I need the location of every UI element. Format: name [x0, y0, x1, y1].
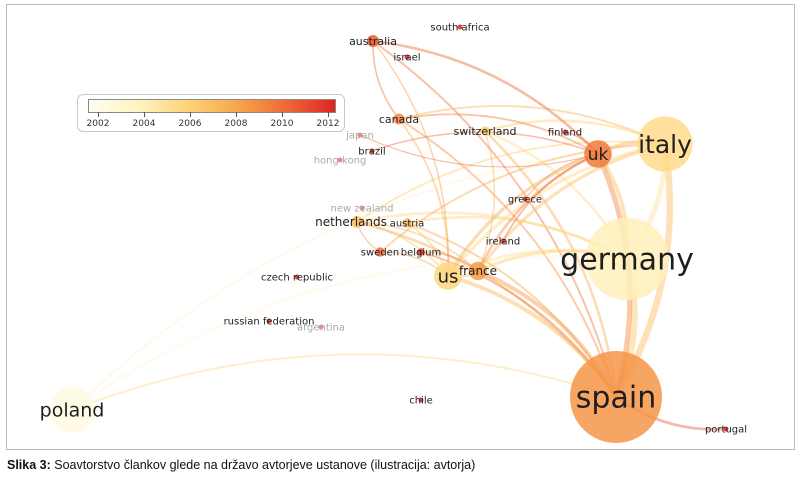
link-italy-france — [476, 142, 667, 273]
figure-caption: Slika 3: Soavtorstvo člankov glede na dr… — [7, 458, 475, 472]
network-map-frame: spain germany italy uk us france poland austral… — [6, 4, 795, 450]
labels-layer: spain germany italy uk us france poland austral… — [40, 23, 747, 436]
link-spain-poland — [71, 353, 617, 411]
legend-tick-label: 2008 — [224, 119, 248, 129]
node-portugal — [723, 426, 729, 432]
node-new_zealand — [359, 205, 365, 211]
node-greece — [522, 196, 528, 202]
node-label-chile: chile — [409, 396, 433, 407]
node-label-italy: italy — [638, 130, 692, 159]
node-label-greece: greece — [508, 195, 542, 206]
node-label-czech_republic: czech republic — [261, 273, 333, 284]
legend-gradient-bar — [88, 99, 336, 113]
legend-tick-label: 2002 — [86, 119, 110, 129]
link-uk-france — [476, 152, 600, 273]
node-label-us: us — [438, 266, 459, 287]
node-hong_kong — [337, 157, 343, 163]
link-france-netherlands — [356, 221, 479, 272]
link-uk-ireland — [502, 153, 599, 242]
node-japan — [357, 132, 363, 138]
node-switzerland — [480, 126, 490, 136]
link-italy-sweden — [379, 143, 666, 253]
node-label-netherlands: netherlands — [315, 215, 387, 229]
node-netherlands — [351, 216, 363, 228]
node-label-austria: austria — [390, 219, 425, 230]
node-label-portugal: portugal — [705, 425, 747, 436]
link-australia-canada — [372, 40, 400, 120]
node-label-france: france — [459, 264, 497, 278]
node-label-south_africa: south africa — [430, 23, 489, 34]
link-japan-uk — [359, 134, 599, 168]
node-poland — [49, 387, 95, 433]
node-label-australia: australia — [349, 35, 397, 48]
node-spain — [570, 351, 662, 443]
node-label-russian_federation: russian federation — [224, 317, 315, 328]
node-chile — [418, 397, 424, 403]
node-label-canada: canada — [379, 113, 419, 126]
node-belgium — [417, 248, 425, 256]
node-us — [434, 262, 462, 290]
caption-text: Soavtorstvo člankov glede na državo avto… — [50, 458, 476, 472]
node-brazil — [369, 148, 375, 154]
link-spain-canada — [398, 118, 617, 398]
legend-tick — [236, 112, 237, 117]
link-us-canada — [398, 118, 450, 277]
node-russian_federation — [266, 318, 272, 324]
node-canada — [393, 113, 405, 125]
link-uk-australia — [371, 39, 600, 156]
node-label-hong_kong: hong kong — [314, 156, 367, 167]
node-label-new_zealand: new zealand — [331, 204, 394, 215]
link-uk-canada — [398, 113, 599, 155]
link-germany-poland — [71, 255, 628, 411]
node-italy — [637, 116, 693, 172]
legend-tick — [98, 112, 99, 117]
node-ireland — [500, 238, 506, 244]
node-south_africa — [457, 24, 463, 30]
caption-prefix: Slika 3: — [7, 458, 51, 472]
node-label-japan: japan — [345, 131, 374, 142]
node-finland — [562, 129, 568, 135]
node-israel — [404, 54, 410, 60]
node-label-belgium: belgium — [401, 248, 441, 259]
node-label-switzerland: switzerland — [454, 125, 517, 138]
coauthorship-network: spain germany italy uk us france poland austral… — [40, 23, 747, 443]
year-color-legend: 2002 2004 2006 2008 2010 2012 — [77, 94, 345, 132]
link-italy-us — [446, 142, 667, 278]
node-label-brazil: brazil — [358, 147, 385, 158]
legend-tick — [328, 112, 329, 117]
node-germany — [585, 217, 669, 301]
legend-tick-label: 2004 — [132, 119, 156, 129]
node-label-poland: poland — [40, 400, 105, 422]
node-label-uk: uk — [588, 145, 609, 165]
node-uk — [584, 140, 612, 168]
node-argentina — [318, 324, 324, 330]
node-austria — [402, 218, 412, 228]
node-label-ireland: ireland — [486, 237, 520, 248]
link-us-australia — [372, 40, 450, 277]
node-label-finland: finland — [548, 128, 582, 139]
node-label-sweden: sweden — [361, 248, 399, 259]
link-italy-poland — [71, 143, 666, 411]
node-label-argentina: argentina — [297, 323, 345, 334]
legend-tick-label: 2012 — [316, 119, 340, 129]
node-czech_republic — [294, 274, 300, 280]
legend-tick-label: 2010 — [270, 119, 294, 129]
legend-tick — [282, 112, 283, 117]
node-australia — [367, 35, 379, 47]
legend-tick — [144, 112, 145, 117]
node-label-israel: israel — [393, 53, 420, 64]
link-italy-netherlands — [356, 140, 666, 223]
link-uk-us — [446, 152, 600, 278]
link-italy-canada — [398, 104, 666, 145]
legend-tick-label: 2006 — [178, 119, 202, 129]
link-france-switzerland — [477, 130, 496, 272]
node-label-germany: germany — [560, 243, 694, 278]
nodes-layer — [49, 24, 729, 443]
legend-tick — [190, 112, 191, 117]
node-france — [468, 261, 488, 281]
node-label-spain: spain — [576, 381, 656, 416]
node-sweden — [375, 247, 385, 257]
